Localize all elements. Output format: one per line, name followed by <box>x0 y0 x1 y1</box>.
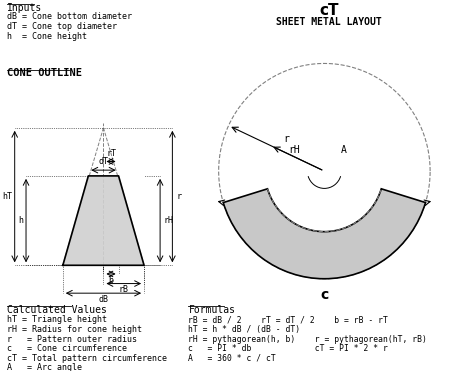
Text: A: A <box>340 145 346 155</box>
Wedge shape <box>223 189 426 279</box>
Text: cT: cT <box>319 3 339 18</box>
Text: hT: hT <box>2 192 12 201</box>
Text: dT: dT <box>99 157 109 166</box>
Text: r   = Pattern outer radius: r = Pattern outer radius <box>7 335 137 344</box>
Text: SHEET METAL LAYOUT: SHEET METAL LAYOUT <box>276 17 382 27</box>
Text: c   = PI * db             cT = PI * 2 * r: c = PI * db cT = PI * 2 * r <box>189 344 388 353</box>
Text: dB = Cone bottom diameter: dB = Cone bottom diameter <box>7 13 132 22</box>
Text: rH: rH <box>288 145 300 155</box>
Text: rB: rB <box>119 285 129 295</box>
Text: A   = 360 * c / cT: A = 360 * c / cT <box>189 354 276 363</box>
Text: b: b <box>109 276 113 285</box>
Text: cT = Total pattern circumference: cT = Total pattern circumference <box>7 354 167 363</box>
Text: Calculated Values: Calculated Values <box>7 305 107 315</box>
Text: h: h <box>18 216 23 225</box>
Text: rH: rH <box>164 216 174 225</box>
Text: A   = Arc angle: A = Arc angle <box>7 363 82 371</box>
Text: h  = Cone height: h = Cone height <box>7 32 87 41</box>
Text: r: r <box>176 192 181 201</box>
Text: c: c <box>320 288 328 302</box>
Text: CONE OUTLINE: CONE OUTLINE <box>7 68 82 78</box>
Text: hT = Triangle height: hT = Triangle height <box>7 315 107 324</box>
Polygon shape <box>63 176 144 265</box>
Text: dT = Cone top diameter: dT = Cone top diameter <box>7 22 117 31</box>
Text: Inputs: Inputs <box>7 3 42 13</box>
Text: Formulas: Formulas <box>189 305 236 315</box>
Text: rH = pythagorean(h, b)    r = pythagorean(hT, rB): rH = pythagorean(h, b) r = pythagorean(h… <box>189 335 427 344</box>
Text: rH = Radius for cone height: rH = Radius for cone height <box>7 325 142 334</box>
Text: hT = h * dB / (dB - dT): hT = h * dB / (dB - dT) <box>189 325 301 334</box>
Text: rT: rT <box>106 149 116 158</box>
Text: r: r <box>283 134 289 144</box>
Text: dB: dB <box>99 295 109 304</box>
Text: c   = Cone circumference: c = Cone circumference <box>7 344 127 353</box>
Text: rB = dB / 2    rT = dT / 2    b = rB - rT: rB = dB / 2 rT = dT / 2 b = rB - rT <box>189 315 388 324</box>
